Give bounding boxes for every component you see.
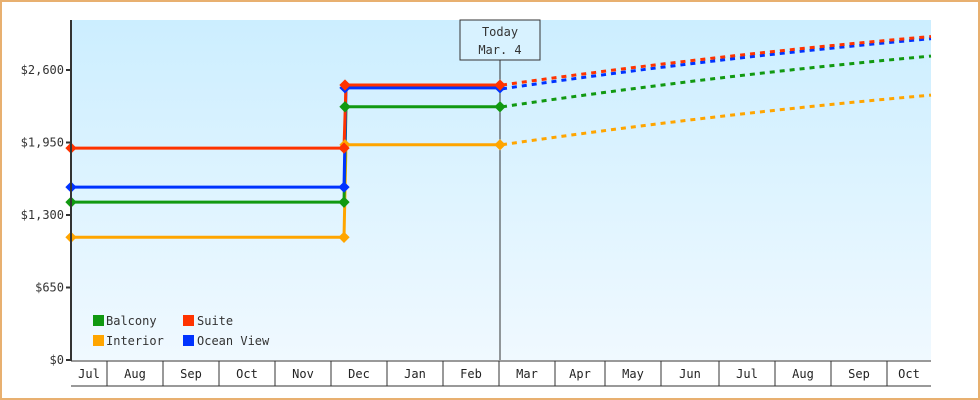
data-point-marker [338, 142, 350, 154]
legend-swatch-balcony [93, 315, 104, 326]
month-label: Mar [516, 367, 538, 381]
y-tick-label: $0 [50, 353, 64, 367]
y-axis-ticks: $0 $650 $1,300 $1,950 $2,600 [21, 63, 71, 367]
y-tick-label: $2,600 [21, 63, 64, 77]
legend-label-balcony: Balcony [106, 314, 157, 328]
x-axis-months: Jul Aug Sep Oct Nov Dec Jan Feb Mar Apr May Jun Jul A… [71, 360, 931, 387]
month-label: Apr [569, 367, 591, 381]
series-line-projected [501, 37, 932, 91]
y-tick-label: $650 [35, 281, 64, 295]
month-label: May [622, 367, 644, 381]
series-line-projected [501, 93, 932, 147]
month-label: Jul [78, 367, 100, 381]
data-point-marker [494, 139, 506, 151]
today-label-line2: Mar. 4 [478, 43, 521, 57]
month-label: Oct [236, 367, 258, 381]
legend-label-suite: Suite [197, 314, 233, 328]
plot-area [71, 20, 931, 360]
month-label: Nov [292, 367, 314, 381]
month-label: Aug [792, 367, 814, 381]
month-label: Jun [679, 367, 701, 381]
y-tick-label: $1,300 [21, 208, 64, 222]
month-label: Oct [898, 367, 920, 381]
today-marker: Today Mar. 4 [459, 19, 541, 61]
series-line-projected [501, 35, 932, 87]
data-point-marker [338, 196, 350, 208]
data-point-marker [338, 181, 350, 193]
data-point-marker [338, 231, 350, 243]
month-label: Jul [736, 367, 758, 381]
today-label-line1: Today [482, 25, 518, 39]
legend-swatch-ocean-view [183, 335, 194, 346]
month-label: Dec [348, 367, 370, 381]
legend-label-interior: Interior [106, 334, 164, 348]
month-label: Sep [180, 367, 202, 381]
legend: Balcony Suite Interior Ocean View [93, 314, 270, 348]
y-tick-label: $1,950 [21, 136, 64, 150]
series-line-projected [501, 54, 932, 109]
month-label: Aug [124, 367, 146, 381]
legend-swatch-suite [183, 315, 194, 326]
legend-label-ocean-view: Ocean View [197, 334, 270, 348]
month-label: Feb [460, 367, 482, 381]
legend-swatch-interior [93, 335, 104, 346]
series-line-historical [71, 83, 500, 150]
month-label: Jan [404, 367, 426, 381]
month-label: Sep [848, 367, 870, 381]
